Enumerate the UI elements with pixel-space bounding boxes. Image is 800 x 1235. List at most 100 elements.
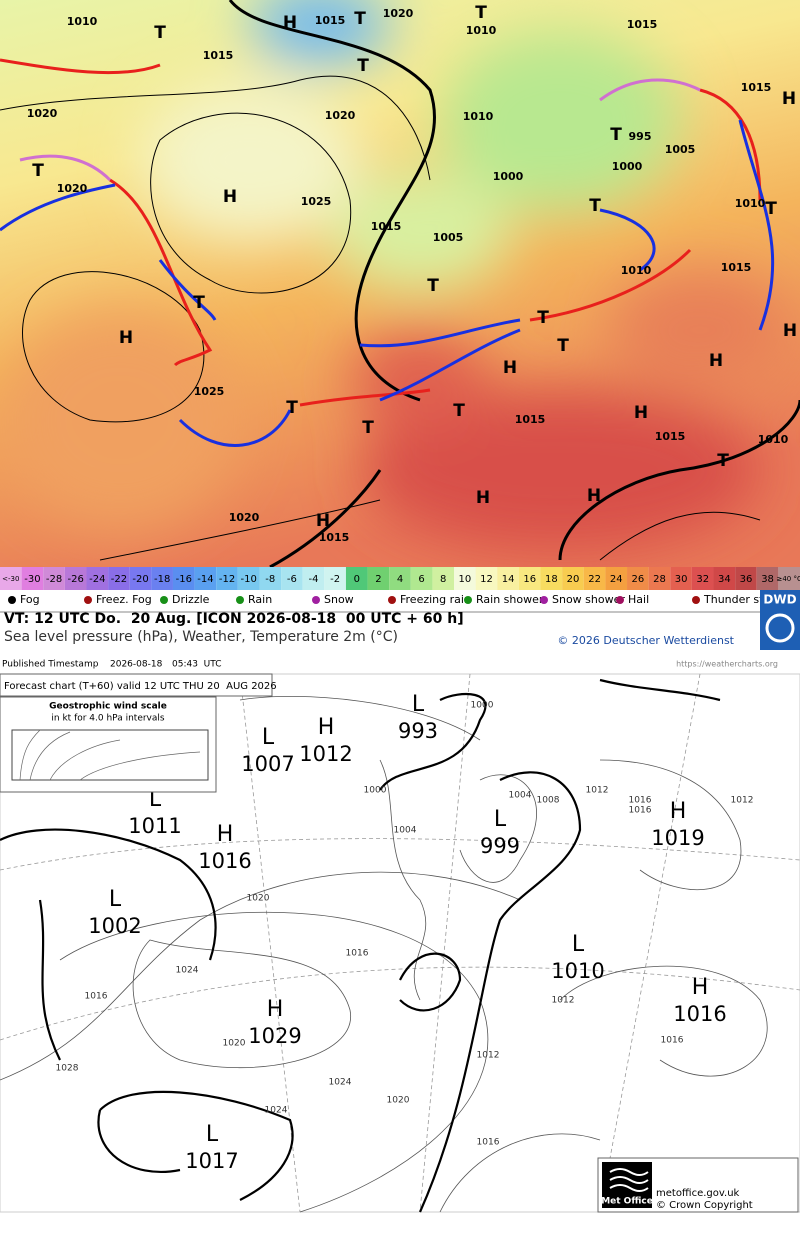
timestamp-label: Published Timestamp bbox=[2, 660, 99, 670]
system-pressure: 999 bbox=[480, 834, 520, 858]
system-pressure: 1016 bbox=[673, 1002, 726, 1026]
scale-swatch bbox=[389, 567, 411, 590]
isobar-label: 1020 bbox=[387, 1096, 410, 1106]
isobar-label: 1020 bbox=[325, 109, 356, 122]
isobar-label: 1025 bbox=[194, 385, 225, 398]
isobar-label: 1024 bbox=[176, 966, 199, 976]
system-pressure: 1011 bbox=[128, 814, 181, 838]
system-letter: H bbox=[318, 715, 335, 740]
isobar-label: 1004 bbox=[509, 791, 532, 801]
isobar-label: 1010 bbox=[466, 24, 497, 37]
scale-label: 36 bbox=[740, 574, 753, 585]
scale-label: -4 bbox=[309, 574, 319, 585]
scale-label: 30 bbox=[675, 574, 688, 585]
wind-scale-subtitle: in kt for 4.0 hPa intervals bbox=[51, 714, 164, 724]
dwd-subtitle: Sea level pressure (hPa), Weather, Tempe… bbox=[4, 629, 398, 645]
isobar-label: 1024 bbox=[265, 1106, 288, 1116]
system-letter: L bbox=[149, 787, 162, 812]
system-letter: T bbox=[453, 401, 465, 421]
scale-swatch bbox=[86, 567, 109, 590]
wind-scale-title: Geostrophic wind scale bbox=[49, 702, 167, 712]
system-letter: H bbox=[670, 799, 687, 824]
legend-icon bbox=[84, 596, 92, 604]
isobar-label: 1015 bbox=[319, 531, 350, 544]
isobar-label: 1016 bbox=[477, 1138, 500, 1148]
system-letter: H bbox=[223, 187, 237, 207]
isobar-label: 1008 bbox=[537, 796, 560, 806]
system-pressure: 1012 bbox=[299, 742, 352, 766]
scale-swatch bbox=[345, 567, 368, 590]
system-pressure: 1010 bbox=[551, 959, 604, 983]
scale-label: -10 bbox=[240, 574, 256, 585]
legend-icon bbox=[160, 596, 168, 604]
scale-label: -16 bbox=[176, 574, 192, 585]
system-letter: H bbox=[692, 975, 709, 1000]
isobar-label: 1005 bbox=[665, 143, 696, 156]
scale-label: -2 bbox=[330, 574, 340, 585]
scale-label: 24 bbox=[610, 574, 623, 585]
system-letter: T bbox=[427, 276, 439, 296]
system-letter: L bbox=[109, 887, 122, 912]
system-letter: H bbox=[782, 89, 796, 109]
scale-label: 6 bbox=[418, 574, 424, 585]
scale-swatch bbox=[756, 567, 779, 590]
isobar-label: 1028 bbox=[56, 1064, 79, 1074]
legend-label: Drizzle bbox=[172, 593, 210, 606]
isobar-label: 1025 bbox=[301, 195, 332, 208]
scale-label: 22 bbox=[588, 574, 601, 585]
scale-label: 12 bbox=[480, 574, 493, 585]
system-letter: T bbox=[357, 56, 369, 76]
scale-label: 4 bbox=[397, 574, 403, 585]
metoffice-site: metoffice.gov.uk bbox=[656, 1188, 740, 1199]
scale-swatch bbox=[454, 567, 476, 590]
isobar-label: 1015 bbox=[741, 81, 772, 94]
system-letter: L bbox=[412, 692, 425, 717]
scale-swatch bbox=[583, 567, 606, 590]
scale-label: -30 bbox=[24, 574, 40, 585]
scale-swatch bbox=[605, 567, 628, 590]
system-letter: H bbox=[267, 997, 284, 1022]
scale-label: -26 bbox=[68, 574, 84, 585]
scale-label: -18 bbox=[154, 574, 170, 585]
isobar-label: 1010 bbox=[67, 15, 98, 28]
scale-label: 28 bbox=[653, 574, 666, 585]
isobar-label: 1016 bbox=[346, 949, 369, 959]
isobar-label: 1015 bbox=[721, 261, 752, 274]
timestamp-time: 05:43 UTC bbox=[172, 660, 222, 670]
scale-swatch bbox=[324, 567, 346, 590]
dwd-map: 1010 1015 1020 1020 1020 1010 1025 1015 1005 1000… bbox=[0, 0, 800, 569]
scale-swatch bbox=[410, 567, 433, 590]
scale-label: -24 bbox=[89, 574, 105, 585]
legend-label: Freez. Fog bbox=[96, 593, 152, 606]
system-letter: L bbox=[494, 807, 507, 832]
scale-swatch bbox=[194, 567, 217, 590]
isobar-label: 1010 bbox=[735, 197, 766, 210]
system-letter: H bbox=[316, 511, 330, 531]
isobar-label: 1016 bbox=[85, 992, 108, 1002]
legend-bg bbox=[0, 590, 800, 650]
system-letter: T bbox=[717, 451, 729, 471]
scale-swatch bbox=[151, 567, 173, 590]
scale-swatch bbox=[259, 567, 282, 590]
scale-label: 16 bbox=[523, 574, 536, 585]
source-url: https://weathercharts.org bbox=[676, 660, 778, 669]
forecast-caption: Forecast chart (T+60) valid 12 UTC THU 2… bbox=[4, 681, 277, 692]
scale-label: -12 bbox=[219, 574, 235, 585]
scale-swatch bbox=[497, 567, 519, 590]
system-pressure: 993 bbox=[398, 719, 438, 743]
legend-icon bbox=[540, 596, 548, 604]
scale-label: 18 bbox=[545, 574, 558, 585]
isobar-label: 1010 bbox=[463, 110, 494, 123]
isobar-label: 1020 bbox=[27, 107, 58, 120]
system-pressure: 1007 bbox=[241, 752, 294, 776]
scale-label: -28 bbox=[46, 574, 62, 585]
color-scale: <-30 -30 -28 -26 -24 -22 -20 -18 -16 -14 -12 -10 -8-… bbox=[0, 567, 800, 590]
scale-swatch bbox=[281, 567, 303, 590]
scale-label: -22 bbox=[111, 574, 127, 585]
legend-label: Snow bbox=[324, 593, 354, 606]
system-letter: H bbox=[634, 403, 648, 423]
scale-swatch bbox=[562, 567, 584, 590]
